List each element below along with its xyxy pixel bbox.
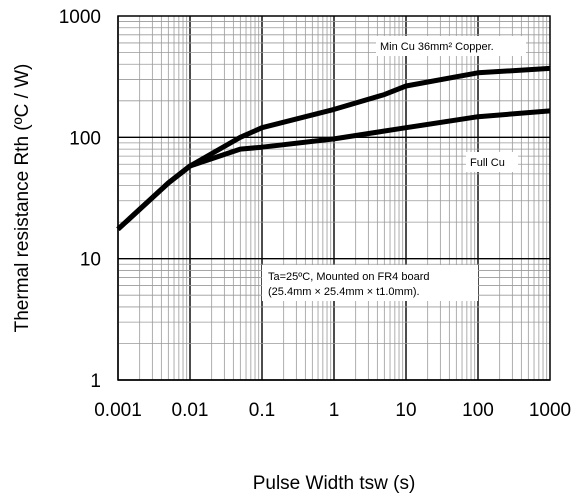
condition-line-2: (25.4mm × 25.4mm × t1.0mm). bbox=[268, 286, 420, 298]
y-axis-title: Thermal resistance Rth (ºC / W) bbox=[12, 64, 33, 333]
y-tick-label: 1 bbox=[90, 371, 101, 392]
x-tick-label: 0.001 bbox=[94, 400, 142, 421]
label-box-min-cu bbox=[376, 36, 526, 56]
x-tick-label: 100 bbox=[462, 400, 494, 421]
condition-line-1: Ta=25ºC, Mounted on FR4 board bbox=[268, 271, 429, 283]
x-tick-label: 1 bbox=[329, 400, 340, 421]
plot-frame bbox=[117, 15, 551, 381]
x-tick-label: 10 bbox=[395, 400, 416, 421]
y-tick-label: 100 bbox=[69, 128, 101, 149]
y-tick-label: 10 bbox=[80, 250, 101, 271]
tick-labels: 0.001 0.01 0.1 1 10 100 1000 1 10 100 1000 bbox=[59, 7, 571, 421]
series-label-full-cu: Full Cu bbox=[470, 157, 505, 169]
grid bbox=[117, 16, 550, 381]
condition-box bbox=[262, 265, 478, 301]
label-box-full-cu bbox=[466, 152, 518, 172]
series-line-full-cu bbox=[116, 108, 551, 232]
series-layer bbox=[116, 65, 551, 232]
x-tick-label: 1000 bbox=[529, 400, 571, 421]
x-tick-label: 0.01 bbox=[172, 400, 209, 421]
x-tick-label: 0.1 bbox=[249, 400, 275, 421]
y-tick-label: 1000 bbox=[59, 7, 101, 28]
series-label-min-cu: Min Cu 36mm² Copper. bbox=[380, 41, 494, 53]
x-axis-title: Pulse Width tsw (s) bbox=[253, 473, 416, 494]
